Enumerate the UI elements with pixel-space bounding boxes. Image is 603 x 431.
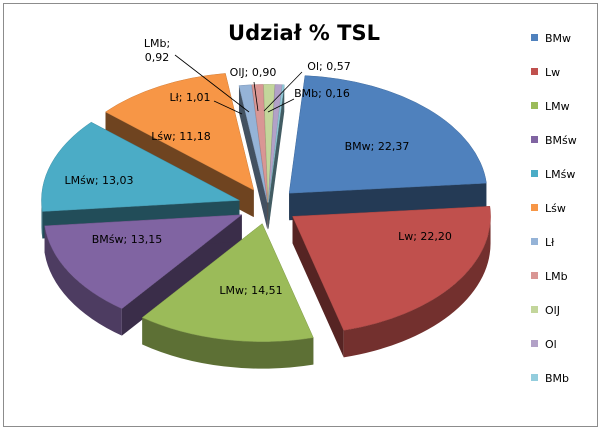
legend-label-lmb: LMb — [545, 270, 568, 283]
leader-line-olj — [253, 81, 259, 112]
legend-item-lmw: LMw — [531, 100, 570, 113]
legend-label-lsw: Lśw — [545, 202, 566, 215]
legend-item-ol: Ol — [531, 338, 557, 351]
legend-swatch-lmw — [531, 102, 538, 109]
legend-item-bmb: BMb — [531, 372, 569, 385]
legend-label-ll: Lł — [545, 236, 555, 249]
legend-swatch-lmsw — [531, 170, 538, 177]
slice-side-bmsw-0 — [44, 225, 122, 336]
slice-side-lmw-0 — [142, 317, 314, 369]
data-label-ol: Ol; 0,57 — [307, 60, 350, 73]
data-labels: BMw; 22,37 Lw; 22,20 LMw; 14,51 BMśw; 13,15… — [64, 37, 451, 297]
chart-title: Udział % TSL — [228, 21, 380, 45]
legend-swatch-bmsw — [531, 136, 538, 143]
legend-label-ol: Ol — [545, 338, 557, 351]
legend-label-bmsw: BMśw — [545, 134, 577, 147]
data-label-bmb: BMb; 0,16 — [294, 87, 350, 100]
data-label-ll: Lł; 1,01 — [170, 91, 211, 104]
legend-label-bmb: BMb — [545, 372, 569, 385]
legend-swatch-bmb — [531, 374, 538, 381]
slice-bmsw — [44, 214, 243, 309]
slice-lw — [292, 206, 491, 331]
pie-3d-group — [41, 73, 491, 369]
data-label-lmw: LMw; 14,51 — [219, 284, 282, 297]
slice-wall-ll-0 — [238, 85, 268, 230]
chart-area: Udział % TSL BMw; 22,37 Lw; 22,20 LMw; 14,… — [3, 3, 598, 427]
legend-item-bmw: BMw — [531, 32, 571, 45]
legend-item-lmsw: LMśw — [531, 168, 575, 181]
slice-olj — [263, 84, 276, 203]
legend-swatch-lmb — [531, 272, 538, 279]
pie-chart: Udział % TSL BMw; 22,37 Lw; 22,20 LMw; 14,… — [41, 21, 577, 385]
leader-line-ol — [263, 71, 303, 112]
legend-swatch-ol — [531, 340, 538, 347]
legend-swatch-olj — [531, 306, 538, 313]
legend-item-ll: Lł — [531, 236, 555, 249]
legend: BMw Lw LMw BMśw LMśw Lśw Lł LMb OlJ Ol BMb — [531, 32, 577, 385]
slice-side-lmsw-0 — [41, 200, 43, 239]
slice-lmw — [141, 223, 314, 342]
legend-label-lmw: LMw — [545, 100, 570, 113]
data-label-lw: Lw; 22,20 — [398, 230, 452, 243]
legend-swatch-lsw — [531, 204, 538, 211]
slice-bmw — [288, 75, 487, 194]
legend-label-olj: OlJ — [545, 304, 560, 317]
legend-item-bmsw: BMśw — [531, 134, 577, 147]
legend-item-lsw: Lśw — [531, 202, 566, 215]
slice-wall-bmsw-0 — [121, 214, 242, 336]
legend-label-lw: Lw — [545, 66, 560, 79]
leader-line-bmb — [267, 98, 295, 113]
data-label-bmsw: BMśw; 13,15 — [92, 233, 162, 246]
legend-label-lmsw: LMśw — [545, 168, 575, 181]
data-label-lsw: Lśw; 11,18 — [151, 130, 211, 143]
legend-item-lmb: LMb — [531, 270, 568, 283]
data-label-bmw: BMw; 22,37 — [345, 140, 410, 153]
legend-swatch-ll — [531, 238, 538, 245]
slice-ll — [238, 84, 268, 203]
data-label-lmsw: LMśw; 13,03 — [64, 174, 133, 187]
slice-wall-bmb-1 — [268, 84, 285, 230]
leader-line-lmb — [174, 54, 250, 113]
data-label-olj: OlJ; 0,90 — [230, 66, 277, 79]
data-label-lmb: LMb; 0,92 — [144, 37, 170, 64]
slice-wall-lw-1 — [292, 216, 344, 358]
leader-line-ll — [213, 100, 243, 115]
slice-lmb — [251, 84, 268, 203]
slice-bmb — [268, 84, 285, 203]
legend-swatch-lw — [531, 68, 538, 75]
slice-side-lw-0 — [343, 216, 491, 358]
legend-swatch-bmw — [531, 34, 538, 41]
legend-item-lw: Lw — [531, 66, 560, 79]
legend-label-bmw: BMw — [545, 32, 571, 45]
legend-item-olj: OlJ — [531, 304, 560, 317]
slice-lmsw — [41, 121, 241, 212]
